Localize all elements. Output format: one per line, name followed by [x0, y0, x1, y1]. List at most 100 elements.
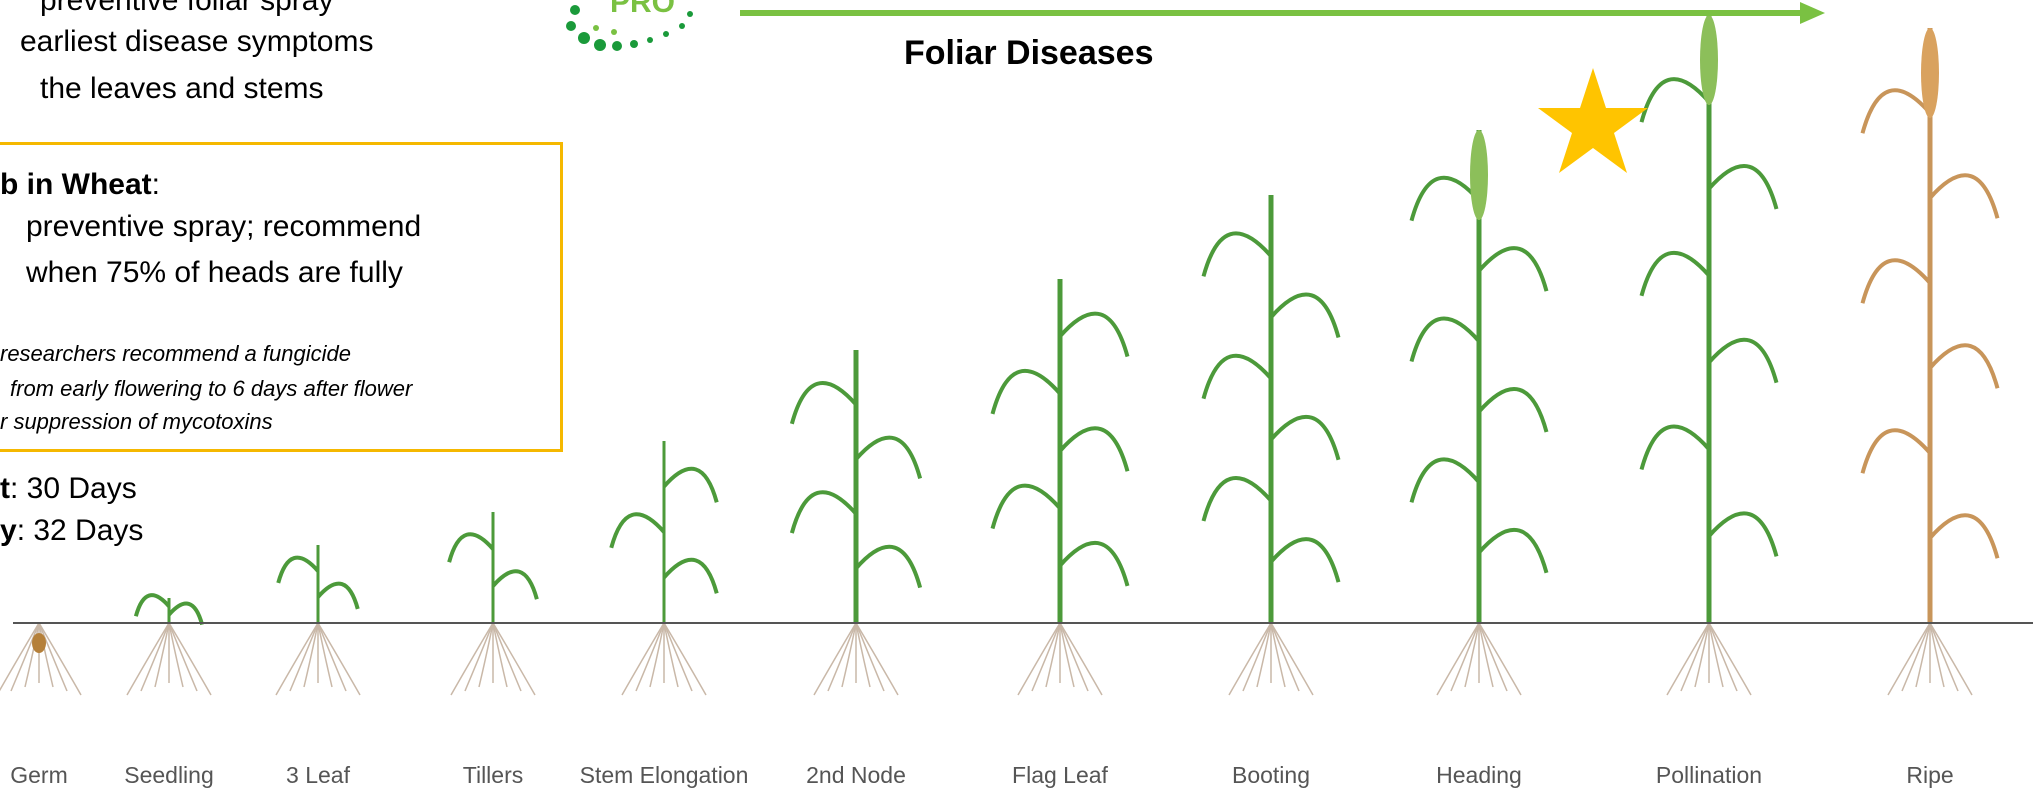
root	[664, 623, 678, 687]
leaf	[611, 514, 664, 548]
root	[1930, 623, 1958, 691]
intro-line: the leaves and stems	[40, 72, 324, 106]
slide: {"intro_lines": ["preventive foliar spra…	[0, 0, 2033, 788]
root	[318, 623, 346, 691]
spike	[1700, 15, 1718, 105]
leaf	[1060, 428, 1128, 471]
star	[1538, 68, 1648, 173]
root	[1709, 623, 1751, 695]
leaf	[993, 486, 1061, 529]
leaf	[664, 469, 717, 503]
stage-label: Ripe	[1906, 762, 1953, 789]
leaf	[1709, 513, 1777, 556]
leaf	[1060, 314, 1128, 357]
arrow-label: Foliar Diseases	[904, 34, 1153, 73]
root	[1930, 623, 1972, 695]
leaf	[856, 547, 920, 588]
root	[1451, 623, 1479, 691]
leaf	[1271, 417, 1339, 460]
leaf	[1642, 79, 1710, 122]
leaf	[1709, 340, 1777, 383]
root	[1479, 623, 1507, 691]
root	[1271, 623, 1313, 695]
arrow-head	[1800, 2, 1825, 24]
root	[141, 623, 169, 691]
root	[493, 623, 521, 691]
root	[622, 623, 664, 695]
leaf	[1863, 90, 1931, 133]
root	[1465, 623, 1479, 687]
interval: t: 30 Days	[0, 472, 137, 506]
root	[25, 623, 39, 687]
root	[650, 623, 664, 687]
leaf	[1479, 389, 1547, 432]
stage-label: Booting	[1232, 762, 1310, 789]
interval-bold: t	[0, 472, 10, 505]
leaf	[792, 383, 856, 424]
box-heading: b in Wheat:	[0, 168, 160, 202]
root	[1709, 623, 1737, 691]
leaf	[493, 571, 537, 599]
box-heading-bold: b in Wheat	[0, 168, 152, 201]
root	[664, 623, 706, 695]
root	[1032, 623, 1060, 691]
root	[290, 623, 318, 691]
interval-bold: y	[0, 514, 17, 547]
box-heading-rest: :	[152, 168, 160, 201]
root	[127, 623, 169, 695]
leaf	[1642, 427, 1710, 470]
leaf	[1709, 166, 1777, 209]
intro-line: preventive foliar spray	[40, 0, 333, 18]
leaf	[1479, 530, 1547, 573]
root	[493, 623, 507, 687]
root	[155, 623, 169, 687]
leaf	[1412, 319, 1480, 362]
root	[1243, 623, 1271, 691]
stage-label: Pollination	[1656, 762, 1762, 789]
logo-text: PRO	[610, 0, 675, 19]
leaf	[136, 595, 169, 616]
stage-label: Stem Elongation	[580, 762, 749, 789]
root	[1902, 623, 1930, 691]
leaf	[993, 371, 1061, 414]
root	[856, 623, 870, 687]
leaf	[1271, 539, 1339, 582]
root	[451, 623, 493, 695]
leaf	[1060, 543, 1128, 586]
leaf	[449, 534, 493, 562]
interval: y: 32 Days	[0, 514, 143, 548]
root	[636, 623, 664, 691]
root	[11, 623, 39, 691]
stage-label: Heading	[1436, 762, 1522, 789]
root	[1018, 623, 1060, 695]
root	[493, 623, 535, 695]
root	[1060, 623, 1074, 687]
box-line: when 75% of heads are fully	[26, 256, 403, 290]
root	[828, 623, 856, 691]
root	[39, 623, 53, 687]
leaf	[1642, 253, 1710, 296]
leaf	[1479, 248, 1547, 291]
root	[1479, 623, 1493, 687]
leaf	[169, 604, 202, 625]
root	[1060, 623, 1102, 695]
root	[1229, 623, 1271, 695]
leaf	[856, 438, 920, 479]
root	[856, 623, 898, 695]
interval-rest: : 32 Days	[17, 514, 144, 547]
root	[169, 623, 197, 691]
leaf	[1412, 459, 1480, 502]
interval-rest: : 30 Days	[10, 472, 137, 505]
root	[1060, 623, 1088, 691]
root	[1930, 623, 1944, 687]
root	[1916, 623, 1930, 687]
intro-line: earliest disease symptoms	[20, 25, 373, 59]
seed	[32, 633, 46, 653]
box-note: r suppression of mycotoxins	[0, 409, 273, 435]
root	[169, 623, 211, 695]
root	[1681, 623, 1709, 691]
root	[0, 623, 39, 695]
stage-label: Germ	[10, 762, 68, 789]
root	[814, 623, 856, 695]
box-note: researchers recommend a fungicide	[0, 341, 351, 367]
